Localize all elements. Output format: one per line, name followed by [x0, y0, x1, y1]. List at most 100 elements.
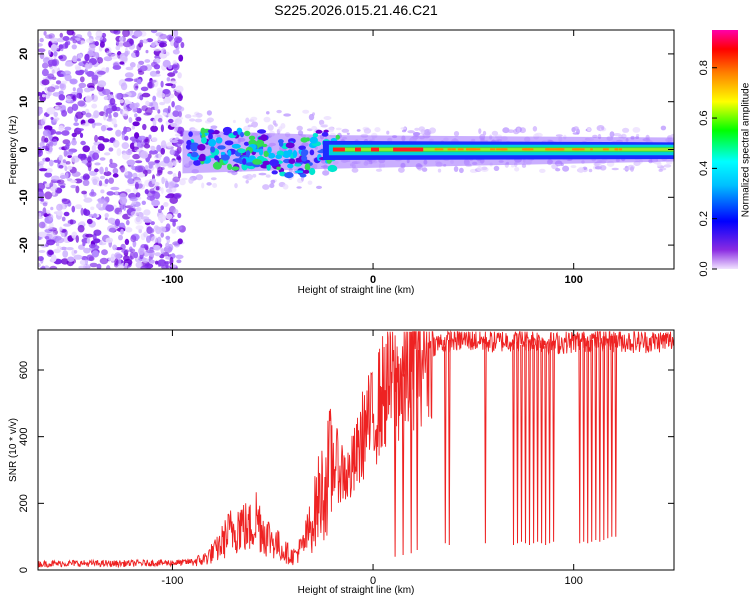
heatmap-speckle	[158, 42, 167, 48]
heatmap-speckle	[148, 164, 153, 169]
heatmap-halo	[622, 127, 630, 133]
heatmap-halo	[514, 167, 520, 172]
heatmap-fleck	[525, 148, 531, 151]
heatmap-speckle	[114, 252, 122, 259]
colorbar: 0.0 0.2 0.4 0.6 0.8 Normalized spectral ampl…	[698, 30, 750, 277]
heatmap-clump	[268, 152, 276, 159]
heatmap-speckle	[126, 128, 130, 132]
heatmap-speckle	[125, 227, 133, 233]
heatmap-speckle	[138, 70, 145, 75]
heatmap-speckle	[38, 43, 43, 47]
heatmap-speckle	[99, 257, 109, 265]
spectrogram-xlabel: Height of straight line (km)	[298, 285, 415, 296]
heatmap-speckle	[176, 225, 183, 231]
heatmap-speckle	[75, 66, 82, 71]
heatmap-speckle	[81, 123, 90, 127]
heatmap-clump	[215, 137, 223, 144]
heatmap-speckle	[135, 160, 143, 164]
heatmap-speckle	[124, 78, 134, 82]
heatmap-speckle	[160, 248, 164, 253]
heatmap-clump	[301, 155, 308, 162]
heatmap-clump	[221, 154, 230, 161]
heatmap-halo	[587, 127, 591, 132]
heatmap-speckle	[124, 50, 129, 57]
heatmap-speckle	[71, 44, 78, 50]
heatmap-halo	[562, 165, 570, 172]
heatmap-speckle	[38, 182, 46, 191]
heatmap-clump	[288, 158, 296, 164]
heatmap-halo	[307, 180, 313, 185]
heatmap-speckle	[78, 82, 87, 89]
heatmap-speckle	[177, 238, 183, 245]
heatmap-speckle	[86, 237, 91, 244]
heatmap-halo	[660, 125, 667, 131]
heatmap-halo	[212, 183, 218, 188]
heatmap-halo	[491, 130, 499, 136]
heatmap-halo	[341, 128, 350, 133]
heatmap-halo	[386, 130, 390, 135]
heatmap-speckle	[58, 182, 66, 187]
heatmap-speckle	[141, 200, 146, 205]
heatmap-peak	[355, 147, 361, 152]
heatmap-speckle	[145, 49, 149, 54]
heatmap-speckle	[92, 51, 99, 58]
heatmap-speckle	[58, 44, 64, 49]
heatmap-speckle	[55, 105, 59, 110]
heatmap-clump	[262, 160, 271, 165]
heatmap-speckle	[112, 139, 120, 148]
heatmap-halo	[539, 168, 546, 173]
heatmap-halo	[206, 182, 212, 186]
heatmap-fleck	[457, 148, 464, 151]
heatmap-clump	[233, 131, 238, 136]
heatmap-speckle	[94, 134, 99, 143]
heatmap-halo	[632, 126, 641, 133]
heatmap-speckle	[48, 49, 51, 56]
heatmap-speckle	[122, 109, 129, 117]
heatmap-speckle	[135, 50, 140, 58]
heatmap-speckle	[88, 213, 94, 218]
heatmap-speckle	[73, 250, 78, 254]
heatmap-clump	[269, 159, 280, 167]
heatmap-clump	[258, 148, 264, 156]
heatmap-speckle	[45, 167, 53, 173]
heatmap-speckle	[42, 115, 47, 122]
heatmap-speckle	[105, 107, 113, 114]
heatmap-halo	[318, 119, 325, 126]
heatmap-speckle	[96, 203, 102, 209]
snr-dropout	[578, 339, 581, 544]
heatmap-speckle	[47, 250, 54, 256]
heatmap-speckle	[117, 265, 124, 269]
heatmap-halo	[346, 132, 350, 135]
heatmap-speckle	[94, 162, 101, 166]
heatmap-halo	[363, 127, 372, 134]
heatmap-speckle	[157, 259, 167, 267]
heatmap-speckle	[99, 175, 106, 180]
colorbar-ticks: 0.0 0.2 0.4 0.6 0.8	[698, 60, 717, 277]
heatmap-speckle	[175, 85, 184, 93]
heatmap-halo	[206, 110, 212, 116]
heatmap-speckle	[124, 188, 132, 193]
heatmap-fleck	[614, 148, 618, 151]
heatmap-speckle	[40, 197, 45, 202]
heatmap-fleck	[452, 148, 456, 151]
heatmap-peak	[332, 147, 345, 152]
heatmap-speckle	[108, 147, 114, 152]
heatmap-speckle	[65, 95, 72, 103]
heatmap-speckle	[52, 118, 58, 123]
heatmap-speckle	[157, 209, 162, 213]
heatmap-speckle	[174, 133, 181, 137]
heatmap-speckle	[142, 257, 149, 263]
heatmap-halo	[201, 182, 205, 189]
heatmap-speckle	[154, 159, 161, 163]
heatmap-fleck	[501, 148, 506, 151]
heatmap-speckle	[162, 59, 171, 68]
heatmap-halo	[316, 185, 322, 189]
snr-dropout	[606, 338, 610, 539]
heatmap-halo	[658, 168, 663, 172]
heatmap-speckle	[98, 200, 107, 205]
snr-dropout	[594, 336, 598, 541]
heatmap-speckle	[58, 104, 67, 110]
heatmap-speckle	[97, 80, 107, 88]
heatmap-speckle	[65, 150, 69, 156]
